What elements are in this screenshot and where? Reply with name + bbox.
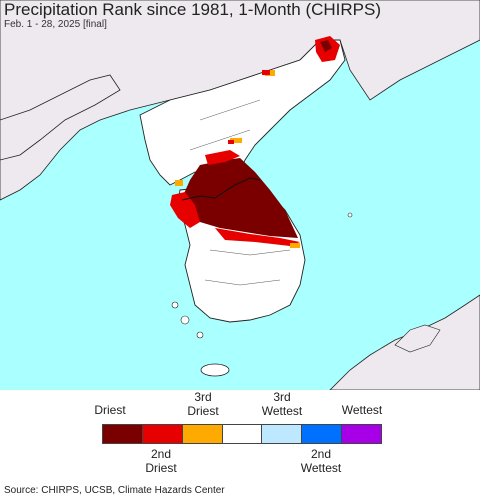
driest-region: [182, 158, 298, 238]
island: [180, 315, 190, 325]
legend-swatch-2nd-wettest: [302, 425, 343, 443]
third-driest-speck: [230, 138, 242, 143]
legend-label-wettest: Wettest: [341, 403, 383, 417]
legend-swatch-driest: [103, 425, 143, 443]
dry-speck: [228, 140, 234, 144]
legend-label-2nd-driest: 2nd Driest: [145, 447, 177, 475]
island: [171, 301, 179, 309]
island: [196, 331, 204, 339]
legend-label-driest: Driest: [94, 403, 126, 417]
dmz-border-line: [181, 177, 261, 201]
legend-swatch-3rd-driest: [182, 425, 223, 443]
japan-island-small: [394, 324, 441, 353]
jeju-island: [200, 363, 230, 377]
map-panel: [0, 0, 480, 390]
province-lines: [189, 99, 291, 286]
second-driest-fringe-north: [205, 150, 240, 165]
second-driest-fringe-south: [215, 228, 300, 246]
legend-swatch-2nd-driest: [142, 425, 183, 443]
northeast-dry-core: [320, 40, 332, 52]
legend-swatch-normal: [222, 425, 263, 443]
second-driest-fringe-west: [170, 192, 200, 228]
legend-swatch-3rd-wettest: [262, 425, 303, 443]
dry-speck: [262, 70, 270, 75]
source-credit: Source: CHIRPS, UCSB, Climate Hazards Ce…: [4, 485, 225, 496]
map-title: Precipitation Rank since 1981, 1-Month (…: [4, 0, 381, 19]
legend-color-bar: [102, 424, 382, 444]
legend-label-2nd-wettest: 2nd Wettest: [300, 447, 342, 475]
third-driest-speck: [290, 243, 300, 248]
ulleung-island: [347, 212, 353, 218]
legend-swatch-wettest: [342, 425, 382, 443]
legend-label-3rd-driest: 3rd Driest: [187, 390, 219, 418]
legend-label-3rd-wettest: 3rd Wettest: [261, 390, 303, 418]
third-driest-speck: [175, 180, 183, 186]
map-subtitle: Feb. 1 - 28, 2025 [final]: [4, 19, 107, 30]
liaodong-peninsula: [0, 74, 121, 161]
precip-rank-map: [0, 0, 480, 390]
